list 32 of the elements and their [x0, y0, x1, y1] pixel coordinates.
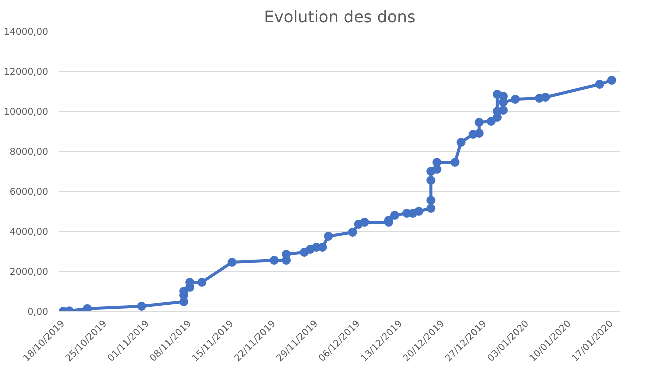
point: [426, 196, 436, 205]
point: [324, 232, 334, 241]
point: [414, 207, 424, 216]
y-tick-label: 12000,00: [4, 67, 49, 78]
point: [390, 211, 400, 220]
point: [541, 93, 550, 102]
point: [360, 218, 370, 227]
chart-title: Evolution des dons: [264, 8, 416, 26]
y-tick-label: 6000,00: [10, 187, 49, 198]
point: [511, 95, 520, 104]
point: [198, 278, 207, 287]
point: [456, 138, 466, 147]
y-tick-label: 8000,00: [10, 147, 49, 158]
point: [432, 158, 442, 167]
point: [270, 256, 279, 265]
point: [83, 304, 92, 312]
y-tick-label: 0,00: [28, 307, 49, 318]
point: [228, 258, 237, 267]
y-tick-label: 10000,00: [4, 107, 49, 118]
point: [137, 302, 146, 311]
point: [426, 176, 436, 185]
point: [474, 118, 484, 127]
y-tick-label: 14000,00: [4, 27, 49, 38]
point: [450, 158, 460, 167]
point: [595, 80, 604, 89]
point: [474, 129, 484, 138]
point: [486, 117, 496, 126]
point: [426, 204, 436, 213]
point: [607, 76, 616, 85]
point: [348, 228, 358, 237]
y-tick-label: 2000,00: [10, 267, 49, 278]
y-tick-label: 4000,00: [10, 227, 49, 238]
